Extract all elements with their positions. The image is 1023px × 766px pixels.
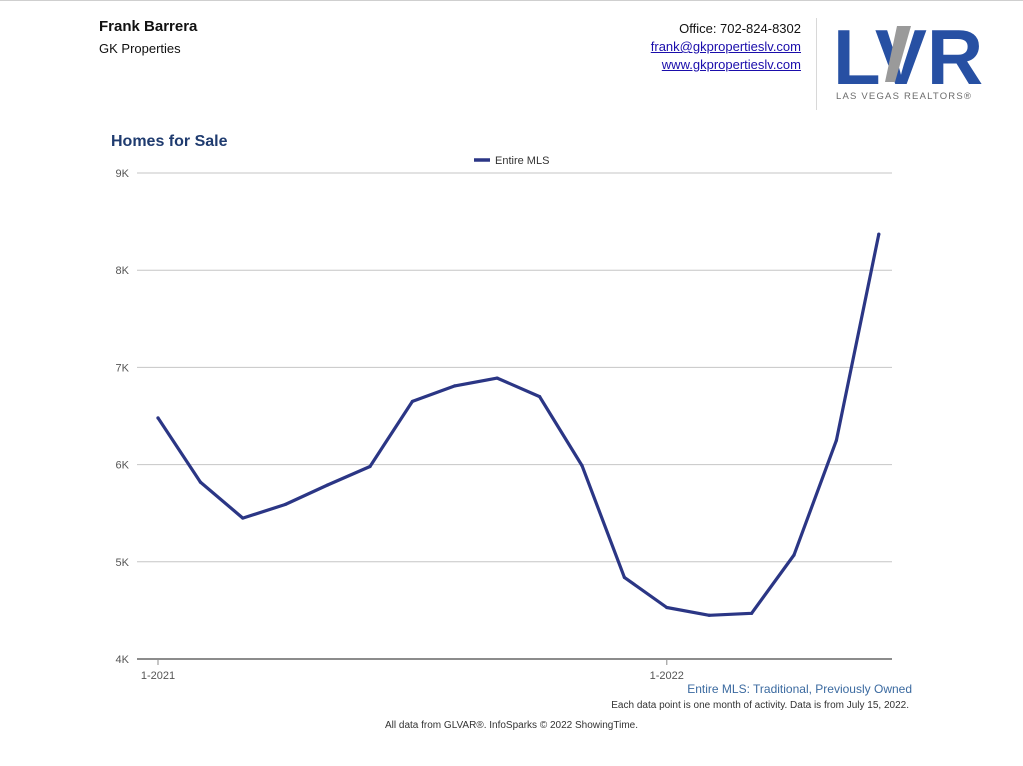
contact-block: Office: 702-824-8302 frank@gkpropertiesl… — [651, 20, 801, 74]
data-point — [877, 232, 881, 236]
data-point — [707, 613, 711, 617]
data-point — [453, 384, 457, 388]
website-link[interactable]: www.gkpropertieslv.com — [661, 57, 801, 72]
agent-name: Frank Barrera — [99, 18, 198, 35]
y-tick-label: 5K — [116, 557, 130, 569]
data-point — [495, 376, 499, 380]
data-point — [834, 438, 839, 442]
data-point — [580, 463, 584, 468]
logo-subtext: LAS VEGAS REALTORS® — [836, 91, 973, 102]
x-tick-label: 1-2021 — [141, 670, 175, 682]
y-tick-label: 6K — [116, 460, 130, 472]
data-point — [241, 516, 245, 520]
email-link[interactable]: frank@gkpropertieslv.com — [650, 39, 801, 54]
y-tick-label: 4K — [116, 654, 130, 666]
lvr-logo: LVR — [833, 24, 983, 88]
series-line — [156, 232, 881, 617]
data-point — [283, 502, 287, 507]
agent-company: GK Properties — [99, 41, 181, 56]
header-divider — [816, 18, 817, 110]
data-note: Each data point is one month of activity… — [611, 700, 909, 711]
data-point — [792, 553, 796, 557]
chart-subtitle: Entire MLS: Traditional, Previously Owne… — [687, 682, 912, 696]
data-point — [326, 483, 330, 487]
data-credit-footer: All data from GLVAR®. InfoSparks © 2022 … — [0, 720, 1023, 731]
data-point — [198, 480, 202, 484]
data-point — [368, 464, 372, 469]
chart-title: Homes for Sale — [111, 133, 228, 150]
y-tick-label: 8K — [116, 265, 130, 277]
logo-accent-stripe — [885, 26, 911, 82]
y-tick-label: 7K — [116, 362, 130, 374]
top-border — [0, 0, 1023, 1]
office-phone: Office: 702-824-8302 — [679, 21, 801, 36]
y-tick-label: 9K — [116, 168, 130, 180]
data-credit: All data from GLVAR®. InfoSparks © 2022 … — [385, 720, 638, 731]
data-point — [156, 416, 160, 420]
data-point — [410, 399, 414, 404]
data-point — [538, 394, 542, 399]
x-tick-label: 1-2022 — [650, 670, 684, 682]
data-point — [665, 605, 669, 610]
data-point — [750, 611, 754, 615]
legend-label: Entire MLS — [495, 155, 549, 167]
data-point — [622, 575, 627, 579]
